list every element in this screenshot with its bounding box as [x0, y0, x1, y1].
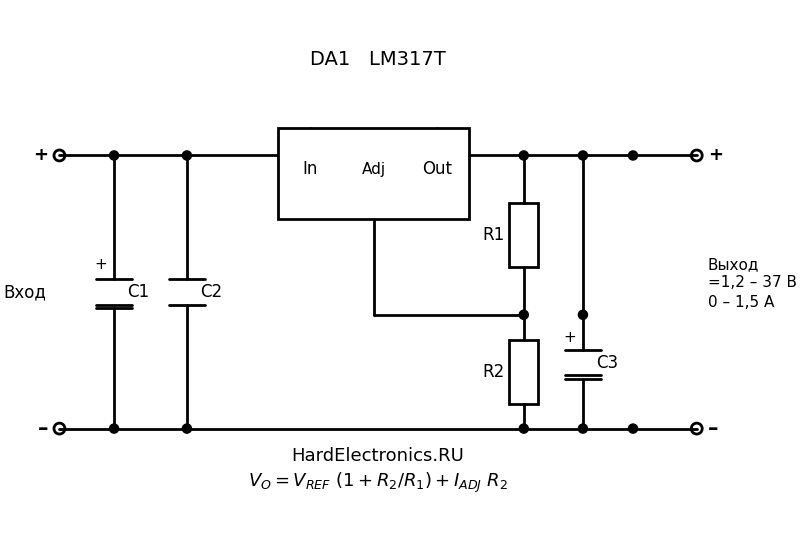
Circle shape: [519, 310, 528, 319]
Circle shape: [519, 424, 528, 433]
Circle shape: [306, 151, 314, 160]
Text: $V_O = V_{REF}\ (1 + R_2/R_1) + I_{ADJ}\ R_2$: $V_O = V_{REF}\ (1 + R_2/R_1) + I_{ADJ}\…: [248, 471, 508, 496]
Text: R1: R1: [482, 226, 504, 244]
Circle shape: [691, 150, 702, 161]
Text: +: +: [708, 146, 722, 164]
Text: R2: R2: [482, 363, 504, 381]
Text: =1,2 – 37 В: =1,2 – 37 В: [708, 275, 797, 290]
Bar: [509, 340, 538, 404]
Text: C2: C2: [200, 283, 222, 301]
Circle shape: [433, 151, 442, 160]
Circle shape: [182, 151, 191, 160]
Circle shape: [629, 424, 638, 433]
Bar: [278, 128, 469, 219]
Text: C1: C1: [127, 283, 149, 301]
Text: DA1   LM317T: DA1 LM317T: [310, 51, 446, 70]
Circle shape: [110, 151, 118, 160]
Text: +: +: [34, 146, 49, 164]
Circle shape: [578, 310, 587, 319]
Circle shape: [54, 423, 65, 434]
Bar: [509, 203, 538, 267]
Text: +: +: [94, 257, 106, 272]
Circle shape: [578, 151, 587, 160]
Text: 0 – 1,5 А: 0 – 1,5 А: [708, 295, 774, 311]
Text: –: –: [708, 418, 718, 438]
Text: HardElectronics.RU: HardElectronics.RU: [292, 447, 465, 465]
Circle shape: [54, 150, 65, 161]
Circle shape: [691, 423, 702, 434]
Text: –: –: [38, 418, 49, 438]
Circle shape: [182, 424, 191, 433]
Circle shape: [110, 424, 118, 433]
Text: In: In: [302, 160, 318, 178]
Text: Adj: Adj: [362, 162, 386, 177]
Text: C3: C3: [596, 354, 618, 372]
Text: Out: Out: [422, 160, 452, 178]
Text: Выход: Выход: [708, 257, 759, 272]
Text: +: +: [563, 330, 576, 344]
Circle shape: [578, 424, 587, 433]
Circle shape: [519, 151, 528, 160]
Circle shape: [629, 151, 638, 160]
Text: Вход: Вход: [3, 283, 46, 301]
